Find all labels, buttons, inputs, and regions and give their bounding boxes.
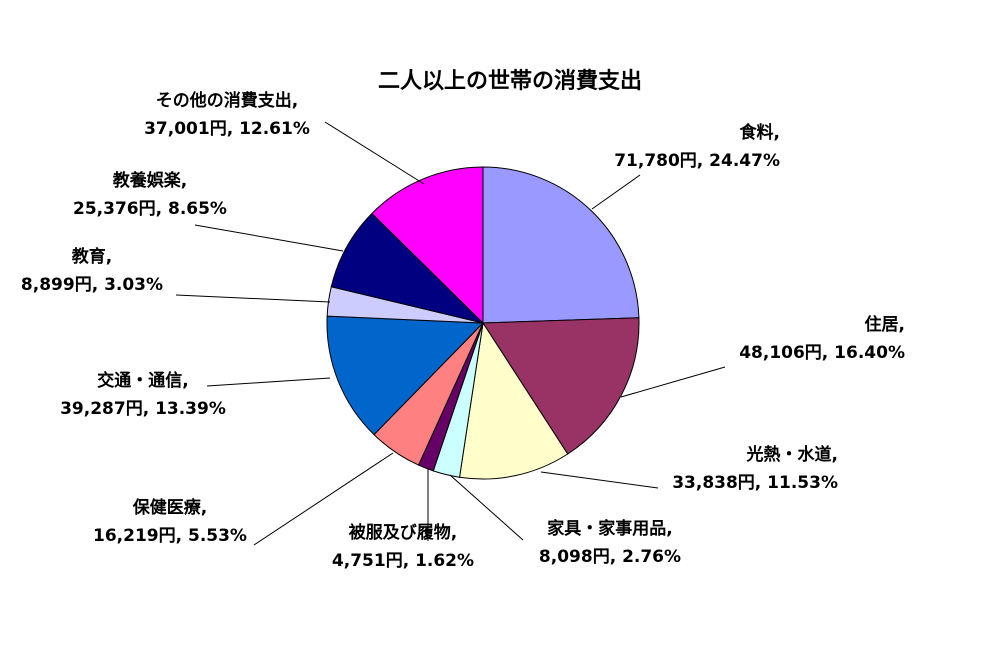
slice-label-value-7: 8,899円, 3.03% xyxy=(21,275,163,295)
slice-label-value-0: 71,780円, 24.47% xyxy=(614,151,780,171)
slice-label-name-5: 保健医療, xyxy=(132,497,207,518)
pie-slice-1 xyxy=(482,317,640,455)
pie-slice-6 xyxy=(326,315,485,436)
leader-line-7 xyxy=(175,294,331,303)
leader-line-8 xyxy=(194,224,344,252)
leader-line-0 xyxy=(591,174,641,210)
leader-line-6 xyxy=(206,377,331,387)
pie-slice-2 xyxy=(458,321,569,480)
pie-slice-0 xyxy=(482,166,640,324)
slice-label-name-3: 家具・家事用品, xyxy=(547,518,672,539)
slice-label-value-3: 8,098円, 2.76% xyxy=(539,547,681,567)
slice-label-name-4: 被服及び履物, xyxy=(349,522,457,543)
pie-slice-8 xyxy=(330,212,485,324)
slice-label-name-9: その他の消費支出, xyxy=(156,90,298,111)
slice-label-name-7: 教育, xyxy=(71,246,112,267)
slice-label-value-4: 4,751円, 1.62% xyxy=(332,551,474,571)
leader-line-3 xyxy=(449,474,524,541)
slice-label-name-0: 食料, xyxy=(740,122,780,143)
slice-label-value-1: 48,106円, 16.40% xyxy=(739,343,905,363)
slice-label-value-2: 33,838円, 11.53% xyxy=(672,473,838,493)
leader-line-5 xyxy=(253,452,394,546)
leader-line-1 xyxy=(620,366,726,398)
slice-label-name-6: 交通・通信, xyxy=(97,370,188,391)
slice-label-value-8: 25,376円, 8.65% xyxy=(73,199,227,219)
leader-line-9 xyxy=(324,121,425,185)
leader-line-2 xyxy=(540,471,659,489)
slice-label-name-8: 教養娯楽, xyxy=(112,170,187,191)
slice-label-value-5: 16,219円, 5.53% xyxy=(93,526,247,546)
slice-label-value-9: 37,001円, 12.61% xyxy=(144,119,310,139)
slice-label-value-6: 39,287円, 13.39% xyxy=(60,399,226,419)
slice-label-name-2: 光熱・水道, xyxy=(746,444,838,465)
slice-label-name-1: 住居, xyxy=(865,314,905,335)
chart-title: 二人以上の世帯の消費支出 xyxy=(378,68,642,94)
pie-slice-9 xyxy=(371,166,484,325)
